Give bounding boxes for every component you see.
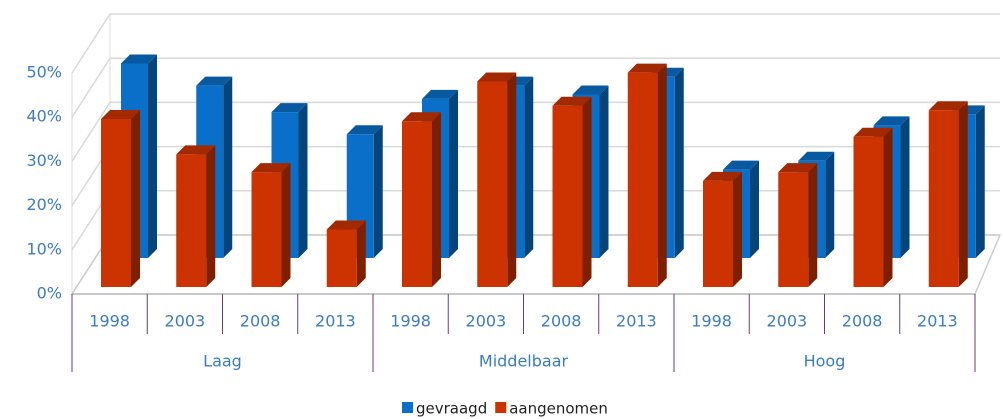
bar-face <box>524 76 534 259</box>
bar-face <box>271 103 308 113</box>
x-tick-label: 2013 <box>315 312 356 331</box>
bar-face <box>853 136 884 287</box>
bar-face <box>449 89 458 258</box>
x-tick-label: 2013 <box>616 312 657 331</box>
bar-face <box>657 63 667 287</box>
bar <box>853 127 893 287</box>
bar <box>928 101 968 287</box>
grid-line <box>71 101 1000 162</box>
x-tick-label: 2013 <box>917 312 958 331</box>
bar-face <box>101 119 131 287</box>
bar-face <box>206 145 216 287</box>
bar-face <box>928 101 968 111</box>
x-tick-label: 1998 <box>89 312 130 331</box>
bar-face <box>928 110 959 287</box>
bar-face <box>196 76 233 86</box>
bar-face <box>402 121 432 287</box>
group-label: Middelbaar <box>479 352 569 371</box>
bar-face <box>298 103 308 258</box>
group-label: Hoog <box>804 352 846 371</box>
grid-line <box>71 13 1000 74</box>
bar <box>251 163 291 287</box>
bar-face <box>733 171 742 287</box>
x-tick-label: 2008 <box>541 312 582 331</box>
x-tick-label: 2008 <box>240 312 281 331</box>
legend-label: gevraagd <box>416 400 487 418</box>
bar-face <box>552 105 583 287</box>
y-tick-label: 10% <box>26 239 62 258</box>
x-tick-label: 2003 <box>466 312 507 331</box>
bar-face <box>432 112 441 287</box>
bar-face <box>507 72 517 287</box>
bar-face <box>148 54 157 258</box>
bar-face <box>572 85 609 95</box>
bar-face <box>958 101 968 287</box>
bar-face <box>552 96 592 106</box>
bar-face <box>703 180 733 287</box>
legend-swatch <box>402 402 413 413</box>
bar-face <box>778 172 809 287</box>
bar-face <box>373 125 383 259</box>
bar-face <box>582 96 592 287</box>
bar-face <box>627 72 658 287</box>
bar <box>703 171 742 287</box>
bar <box>101 110 140 287</box>
bar-face <box>477 81 508 287</box>
bar-face <box>703 171 742 181</box>
bar-face <box>975 105 985 258</box>
bar-face <box>121 54 157 64</box>
legend-swatch <box>495 402 507 413</box>
bar <box>627 63 667 287</box>
bar-face <box>356 220 366 287</box>
y-tick-label: 0% <box>37 284 62 303</box>
bar-face <box>723 160 759 170</box>
bar-face <box>251 172 282 287</box>
x-tick-label: 2003 <box>767 312 808 331</box>
bar-face <box>808 163 818 287</box>
bar-face <box>131 110 140 287</box>
y-tick-label: 30% <box>26 151 62 170</box>
bar <box>778 163 818 287</box>
bar-face <box>900 116 910 259</box>
y-tick-label: 40% <box>26 107 62 126</box>
y-tick-label: 20% <box>26 195 62 214</box>
bar-face <box>346 125 383 135</box>
bar-face <box>853 127 893 137</box>
bar <box>326 220 366 287</box>
bar <box>477 72 517 287</box>
group-label: Laag <box>203 352 242 371</box>
bar-face <box>825 151 835 258</box>
bar-face <box>883 127 893 287</box>
x-tick-label: 2008 <box>842 312 883 331</box>
bar-face <box>402 112 441 122</box>
bar-face <box>798 151 835 161</box>
bar-face <box>599 85 609 259</box>
x-tick-label: 1998 <box>691 312 732 331</box>
bar-face <box>674 67 684 258</box>
bar-face <box>750 160 759 258</box>
bar-face <box>101 110 140 120</box>
bar-face <box>477 72 517 82</box>
bar <box>176 145 216 287</box>
bar <box>552 96 592 287</box>
bar-face <box>326 220 366 230</box>
x-tick-label: 1998 <box>390 312 431 331</box>
grid-line <box>71 57 1000 118</box>
bar-face <box>422 89 458 99</box>
bar-face <box>176 154 207 287</box>
bar-face <box>326 229 357 287</box>
bar-face <box>778 163 818 173</box>
bar-face <box>251 163 291 173</box>
bar-face <box>281 163 291 287</box>
legend-label: aangenomen <box>509 400 608 418</box>
bar-face <box>627 63 667 73</box>
bar <box>402 112 441 287</box>
x-tick-label: 2003 <box>165 312 206 331</box>
y-tick-label: 50% <box>26 63 62 82</box>
bar-face <box>873 116 910 126</box>
bar-face <box>223 76 233 259</box>
bar-face <box>176 145 216 155</box>
